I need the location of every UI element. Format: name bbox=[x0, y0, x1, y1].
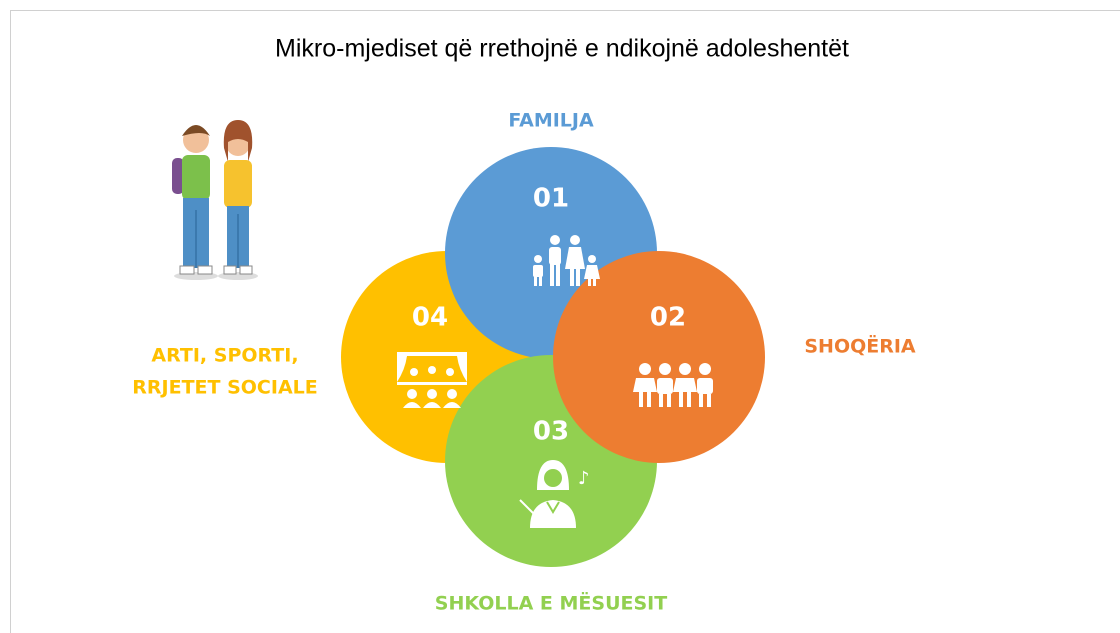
node-label: SHOQËRIA bbox=[804, 334, 916, 358]
node-label: SHKOLLA E MËSUESIT bbox=[435, 591, 667, 615]
node-label: ARTI, SPORTI, bbox=[151, 345, 298, 367]
circle-02 bbox=[553, 251, 765, 463]
node-number: 04 bbox=[412, 303, 448, 333]
note: ♪ bbox=[578, 468, 590, 489]
slide: Mikro-mjediset që rrethojnë e ndikojnë a… bbox=[0, 0, 1120, 633]
node-number: 03 bbox=[533, 417, 569, 447]
teenagers-illustration bbox=[172, 120, 258, 280]
title: Mikro-mjediset që rrethojnë e ndikojnë a… bbox=[275, 35, 849, 63]
page: {"title": "Mikro-mjediset që rrethojnë e… bbox=[0, 0, 1120, 633]
node-label: RRJETET SOCIALE bbox=[132, 377, 317, 399]
node-number: 02 bbox=[650, 303, 686, 333]
node-label: FAMILJA bbox=[508, 110, 594, 132]
node-number: 01 bbox=[533, 184, 569, 214]
